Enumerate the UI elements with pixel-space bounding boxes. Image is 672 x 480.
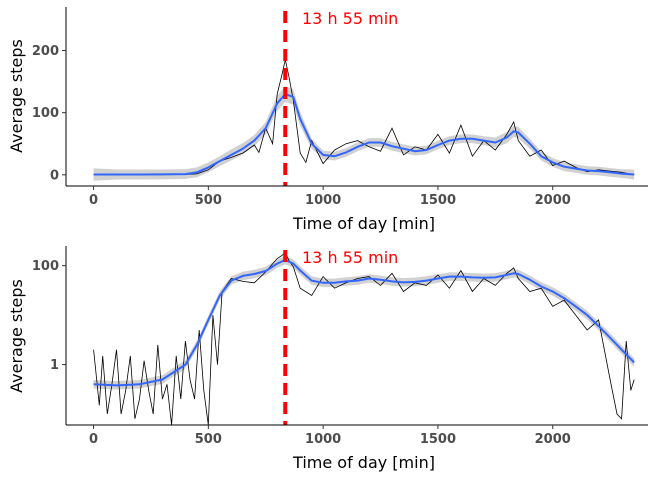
bottom-x-tick-label: 2000 [535, 432, 571, 447]
bottom-x-ticks: 0 500 1000 1500 2000 [89, 425, 571, 447]
bottom-confidence-band [93, 255, 635, 390]
top-y-tick-label: 200 [32, 44, 59, 59]
top-x-tick-label: 1000 [305, 193, 341, 208]
top-y-tick-label: 0 [50, 168, 59, 183]
top-y-axis-title: Average steps [7, 39, 26, 153]
bottom-panel: 1 100 0 500 1000 1500 2000 13 h 55 min Time o… [7, 246, 648, 472]
top-smooth-line [93, 93, 635, 176]
bottom-x-axis-title: Time of day [min] [292, 453, 435, 472]
top-raw-series [93, 59, 635, 176]
bottom-smooth-series [93, 259, 635, 387]
top-smooth-band [93, 85, 635, 181]
top-x-axis-title: Time of day [min] [292, 214, 435, 233]
top-confidence-band [93, 85, 635, 181]
bottom-x-tick-label: 1500 [420, 432, 456, 447]
bottom-y-axis-title: Average steps [7, 279, 26, 393]
top-smooth-series [93, 93, 635, 176]
top-y-tick-label: 100 [32, 106, 59, 121]
top-x-tick-label: 2000 [535, 193, 571, 208]
bottom-x-tick-label: 1000 [305, 432, 341, 447]
bottom-y-tick-label: 100 [32, 259, 59, 274]
top-x-tick-label: 0 [89, 193, 98, 208]
bottom-x-tick-label: 500 [195, 432, 222, 447]
top-x-tick-label: 500 [195, 193, 222, 208]
top-x-ticks: 0 500 1000 1500 2000 [89, 186, 571, 208]
bottom-smooth-band [93, 255, 635, 390]
bottom-y-tick-label: 1 [50, 358, 59, 373]
top-panel: 0 100 200 0 500 1000 1500 2000 13 h 55 min Tim… [7, 7, 648, 233]
top-raw-line [93, 59, 635, 176]
bottom-y-ticks: 1 100 [32, 259, 66, 373]
top-x-tick-label: 1500 [420, 193, 456, 208]
top-annotation-label: 13 h 55 min [302, 9, 398, 28]
bottom-x-tick-label: 0 [89, 432, 98, 447]
top-y-ticks: 0 100 200 [32, 44, 66, 183]
bottom-smooth-line [93, 259, 635, 387]
bottom-annotation-label: 13 h 55 min [302, 248, 398, 267]
